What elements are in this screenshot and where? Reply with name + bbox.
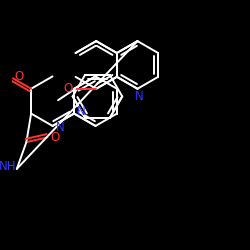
Text: O: O	[14, 70, 23, 83]
Text: O: O	[63, 82, 72, 95]
Text: NH: NH	[0, 160, 16, 173]
Text: N: N	[77, 105, 86, 118]
Text: O: O	[50, 131, 59, 144]
Text: N: N	[135, 90, 144, 103]
Text: N: N	[56, 121, 64, 134]
